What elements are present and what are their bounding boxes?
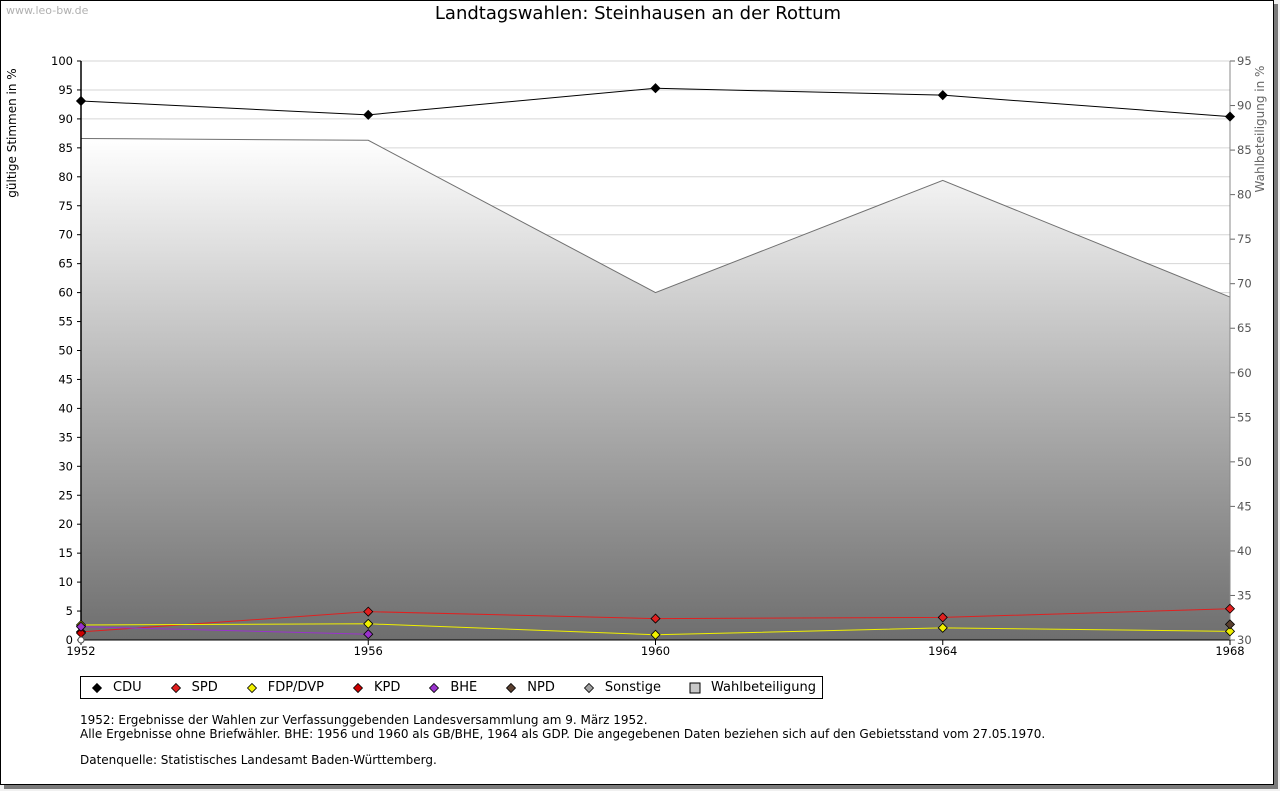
data-point-spd [363,606,374,617]
legend-label: FDP/DVP [267,680,324,695]
y2-tick-label: 50 [1237,455,1252,469]
legend-label: NPD [527,680,555,695]
notes: 1952: Ergebnisse der Wahlen zur Verfassu… [80,713,1045,767]
y2-tick-label: 70 [1237,277,1252,291]
legend-marker-icon [689,682,701,693]
data-point-sonstige [77,636,85,644]
y2-tick-label: 30 [1237,633,1252,647]
data-point-bhe [363,629,374,640]
y2-tick-label: 45 [1237,499,1252,513]
legend-marker-icon [91,682,103,693]
y-tick-label: 80 [58,170,73,184]
legend-marker-icon [352,682,364,693]
data-point-fdpdvp [937,622,948,633]
data-point-npd [1224,619,1236,630]
y2-axis-label: Wahlbeteiligung in % [1253,66,1267,193]
y-tick-label: 60 [58,286,73,300]
turnout-line [80,137,1231,298]
x-tick-label: 1964 [928,644,957,658]
data-point-cdu [1224,111,1236,122]
data-point-cdu [650,83,661,94]
y-tick-label: 90 [58,112,73,126]
series-line-bhe [80,626,369,635]
y2-tick-label: 35 [1237,588,1252,602]
y-tick-label: 70 [58,228,73,242]
data-point-fdpdvp [1224,626,1236,637]
data-point-fdpdvp [363,618,374,629]
y-tick-label: 15 [58,546,73,560]
y-tick-label: 45 [58,372,73,386]
legend-item-kpd: KPD [350,680,400,695]
y-tick-label: 35 [58,430,73,444]
y2-tick-label: 65 [1237,321,1252,335]
y2-tick-label: 90 [1237,99,1252,113]
y-tick-label: 5 [66,604,73,618]
y2-tick-label: 80 [1237,188,1252,202]
legend-item-cdu: CDU [89,680,142,695]
legend: CDU SPD FDP/DVP KPD BHE NPD Sonstige Wahlbeteil… [80,676,824,699]
legend-item-fdpdvp: FDP/DVP [244,680,324,695]
data-point-cdu [363,109,374,120]
y2-tick-label: 85 [1237,143,1252,157]
y-tick-label: 85 [58,141,73,155]
chart-area: 0 5 10 15 20 25 30 35 40 45 50 55 60 65 70 75 80 85 90 95 10… [5,54,1267,658]
legend-label: CDU [113,680,142,695]
y-tick-label: 25 [58,488,73,502]
data-source: Datenquelle: Statistisches Landesamt Bad… [80,753,437,767]
legend-label: BHE [450,680,478,695]
y-tick-label: 65 [58,257,73,271]
y-tick-label: 50 [58,344,73,358]
legend-item-wahlbeteiligung: Wahlbeteiligung [687,680,816,695]
watermark: www.leo-bw.de [6,4,89,17]
y-tick-label: 40 [58,401,73,415]
legend-label: KPD [373,680,401,695]
legend-label: Wahlbeteiligung [711,680,817,695]
y-tick-label: 55 [58,315,73,329]
y-axis-label: gültige Stimmen in % [5,68,19,197]
legend-marker-icon [583,682,594,693]
note-line-2: Alle Ergebnisse ohne Briefwähler. BHE: 1… [80,727,1046,741]
data-point-spd [650,613,661,624]
x-tick-label: 1952 [66,644,95,658]
x-tick-label: 1960 [641,644,670,658]
legend-marker-icon [429,682,440,693]
y-tick-label: 10 [58,575,73,589]
legend-marker-icon [246,682,257,693]
data-point-cdu [75,95,87,107]
data-point-cdu [937,90,948,101]
y2-tick-label: 95 [1237,54,1252,68]
data-point-spd [937,612,948,623]
y2-tick-label: 40 [1237,544,1252,558]
y2-tick-label: 60 [1237,366,1252,380]
legend-item-npd: NPD [503,680,555,695]
y-tick-label: 30 [58,459,73,473]
x-tick-label: 1956 [354,644,383,658]
data-point-bhe [75,621,87,632]
note-line-1: 1952: Ergebnisse der Wahlen zur Verfassu… [80,713,648,727]
turnout-area [81,138,1230,640]
legend-label: SPD [191,680,218,695]
data-point-fdpdvp [650,629,661,640]
legend-item-bhe: BHE [426,680,477,695]
chart-title: Landtagswahlen: Steinhausen an der Rottu… [434,3,842,24]
data-point-spd [1224,603,1236,614]
y2-tick-label: 55 [1237,410,1252,424]
y-tick-label: 0 [66,633,73,647]
y2-tick-label: 75 [1237,232,1252,246]
legend-marker-icon [506,682,517,693]
y-tick-label: 95 [58,83,73,97]
legend-marker-icon [170,682,181,693]
y-tick-label: 75 [58,199,73,213]
legend-item-spd: SPD [168,680,218,695]
legend-item-sonstige: Sonstige [581,680,661,695]
x-tick-label: 1968 [1215,644,1244,658]
y-tick-label: 100 [51,54,73,68]
y-tick-label: 20 [58,517,73,531]
legend-label: Sonstige [604,680,662,695]
